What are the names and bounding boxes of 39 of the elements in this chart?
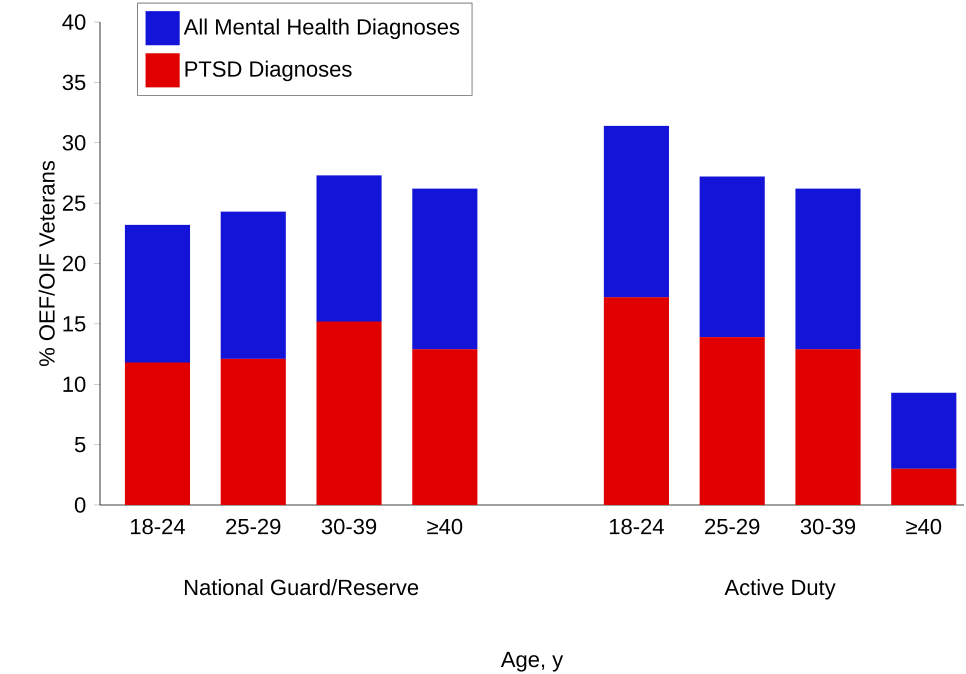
bar [795,349,861,505]
y-tick-label: 35 [62,74,86,90]
y-tick-label: 30 [62,134,86,151]
x-tick-label: ≥40 [427,518,462,534]
bar [891,468,956,505]
bar [316,175,382,322]
text: Age, y [500,652,564,672]
text: National Guard/Reserve [184,579,418,596]
bar [412,349,478,505]
x-tick-label: 18-24 [131,518,185,534]
bar [316,321,382,505]
x-tick-label: 30-39 [322,518,376,534]
y-tick-label: 25 [62,195,86,211]
bar [604,126,669,298]
y-tick-label: 5 [74,436,86,452]
y-tick-label: 20 [62,256,86,272]
x-tick-label: 25-29 [226,518,280,534]
x-tick-label: 25-29 [705,518,760,534]
x-tick-label: 18-24 [610,518,664,534]
legend-label: All Mental Health Diagnoses [184,18,460,40]
y-tick-label: 40 [62,14,86,30]
bar [795,188,861,350]
bar [220,358,286,505]
bar [220,212,286,359]
bar [412,188,478,350]
bar [700,337,765,505]
bar [124,362,190,505]
legend-label: PTSD Diagnoses [186,60,352,82]
bar [891,392,956,469]
y-tick-label: 10 [63,376,86,392]
y-tick-label: 0 [74,497,86,513]
y-axis-title: % OEF/OIF Veterans [38,160,55,366]
text: Active Duty [724,579,836,600]
bar [124,224,190,363]
y-tick-label: 15 [63,316,86,332]
bar [604,297,669,505]
bar [700,176,765,338]
x-tick-label: 30-39 [800,518,856,534]
x-tick-label: ≥40 [906,518,942,534]
